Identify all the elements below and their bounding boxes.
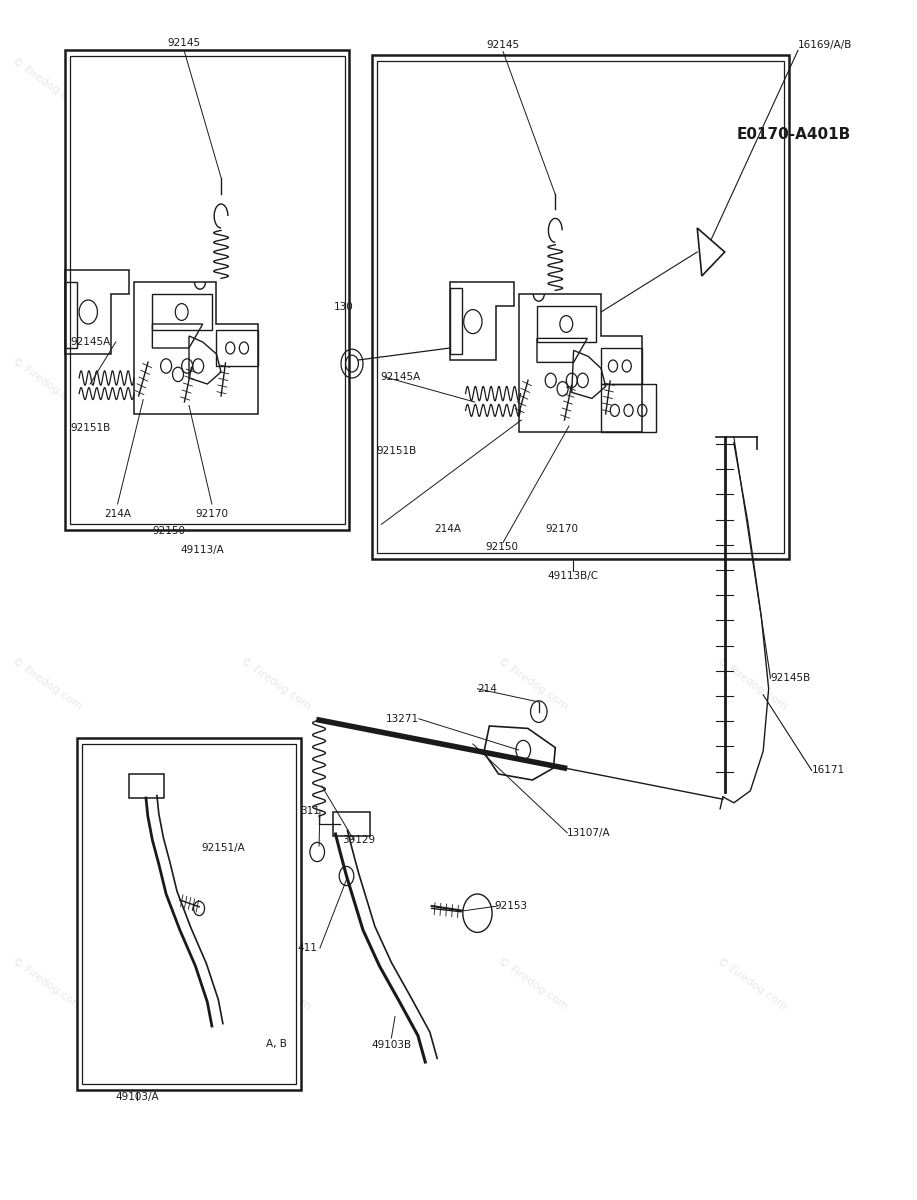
Text: 92151B: 92151B — [71, 424, 111, 433]
Text: 411: 411 — [297, 943, 317, 953]
Text: 214A: 214A — [435, 524, 461, 534]
Text: © Firedog.com: © Firedog.com — [239, 656, 313, 712]
Circle shape — [463, 894, 492, 932]
Text: 49113B/C: 49113B/C — [547, 571, 598, 581]
Text: © Firedog.com: © Firedog.com — [10, 56, 83, 112]
Text: 49103B: 49103B — [371, 1040, 412, 1050]
Text: © Firedog.com: © Firedog.com — [715, 656, 789, 712]
Text: 130: 130 — [334, 302, 354, 312]
Text: 49103/A: 49103/A — [115, 1092, 159, 1102]
Text: 214A: 214A — [104, 509, 131, 518]
Text: 92145A: 92145A — [71, 337, 111, 347]
Text: © Firedog.com: © Firedog.com — [715, 56, 789, 112]
Text: © Firedog.com: © Firedog.com — [239, 356, 313, 412]
Text: 13107/A: 13107/A — [568, 828, 611, 838]
Text: 92150: 92150 — [152, 526, 185, 535]
Bar — [70, 56, 345, 524]
Text: 16171: 16171 — [812, 766, 845, 775]
Text: 92151B: 92151B — [377, 446, 417, 456]
Text: 16169/A/B: 16169/A/B — [798, 41, 852, 50]
Text: 92151/A: 92151/A — [201, 844, 245, 853]
Text: © Firedog.com: © Firedog.com — [10, 956, 83, 1012]
Text: E0170-A401B: E0170-A401B — [736, 126, 850, 142]
Text: 311: 311 — [300, 806, 320, 816]
Text: 92145: 92145 — [487, 41, 520, 50]
Text: © Firedog.com: © Firedog.com — [10, 656, 83, 712]
Text: 92153: 92153 — [494, 901, 527, 911]
Text: 92150: 92150 — [486, 542, 519, 552]
Text: © Firedog.com: © Firedog.com — [10, 356, 83, 412]
Text: 13271: 13271 — [386, 714, 419, 724]
Text: © Firedog.com: © Firedog.com — [495, 56, 569, 112]
Text: © Firedog.com: © Firedog.com — [495, 956, 569, 1012]
Bar — [82, 744, 296, 1084]
Text: 92170: 92170 — [546, 524, 579, 534]
Text: © Firedog.com: © Firedog.com — [715, 956, 789, 1012]
Text: © Firedog.com: © Firedog.com — [715, 356, 789, 412]
Text: A, B: A, B — [266, 1039, 286, 1049]
Text: © Firedog.com: © Firedog.com — [495, 356, 569, 412]
Text: 92170: 92170 — [195, 509, 228, 518]
Bar — [372, 55, 789, 559]
Text: 39129: 39129 — [342, 835, 375, 845]
Text: 92145B: 92145B — [770, 673, 811, 683]
Text: © Firedog.com: © Firedog.com — [239, 56, 313, 112]
Bar — [65, 50, 349, 530]
Text: 92145A: 92145A — [381, 372, 421, 382]
Text: 92145: 92145 — [168, 38, 201, 48]
Text: 214: 214 — [478, 684, 497, 694]
Bar — [77, 738, 301, 1090]
Text: © Firedog.com: © Firedog.com — [239, 956, 313, 1012]
Bar — [377, 61, 784, 553]
Text: © Firedog.com: © Firedog.com — [495, 656, 569, 712]
Text: 49113/A: 49113/A — [181, 545, 225, 554]
